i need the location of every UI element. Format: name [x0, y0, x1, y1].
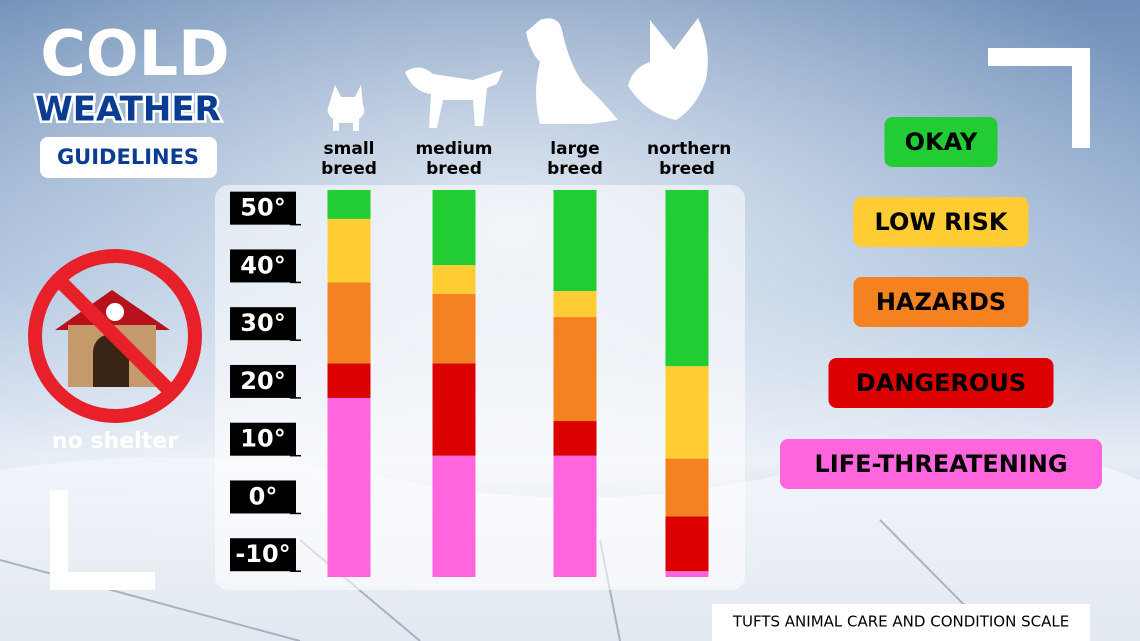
bar-segment	[432, 293, 476, 364]
legend-swatch	[853, 277, 1029, 327]
source: TUFTS ANIMAL CARE AND CONDITION SCALE	[732, 613, 1069, 631]
y-tick-box	[230, 480, 296, 514]
y-tick-label: 30°	[240, 309, 285, 337]
legend-label: DANGEROUS	[856, 369, 1026, 397]
legend-label: LIFE-THREATENING	[814, 450, 1067, 478]
y-tick-box	[230, 364, 296, 398]
bar-segment	[665, 516, 709, 572]
legend-swatch	[853, 197, 1029, 247]
y-tick-box	[230, 191, 296, 225]
bar-segment	[665, 190, 709, 367]
bar-segment	[432, 265, 476, 294]
source-box	[712, 604, 1090, 641]
legend-swatch	[780, 439, 1102, 489]
bar-segment	[432, 455, 476, 577]
y-tick-label: 0°	[249, 482, 278, 510]
category-label: northern breed	[647, 139, 732, 179]
legend-label: OKAY	[905, 128, 978, 156]
bar-segment	[553, 190, 597, 292]
y-tick-box	[230, 307, 296, 341]
bar-segment	[327, 282, 371, 364]
corner-bracket	[988, 48, 1090, 148]
y-tick-label: 20°	[240, 367, 285, 395]
title: COLD	[40, 17, 229, 90]
bar-segment	[553, 317, 597, 422]
bar-segment	[665, 458, 709, 517]
bar-segment	[432, 363, 476, 456]
legend-swatch	[828, 358, 1054, 408]
bar-segment	[553, 421, 597, 456]
y-tick-label: 40°	[240, 251, 285, 279]
legend-label: HAZARDS	[876, 288, 1006, 316]
y-tick-label: -10°	[235, 540, 290, 568]
bar-segment	[327, 218, 371, 283]
annotation: no shelter	[52, 429, 178, 454]
subtitle: WEATHER	[35, 90, 220, 130]
y-tick-label: 50°	[240, 194, 285, 222]
y-tick-box	[230, 249, 296, 283]
bar-segment	[327, 190, 371, 219]
badge: GUIDELINES	[57, 145, 199, 169]
category-label: large breed	[547, 139, 603, 179]
y-tick-box	[230, 538, 296, 572]
bar-segment	[327, 363, 371, 398]
y-tick-label: 10°	[240, 425, 285, 453]
bar-segment	[665, 366, 709, 459]
badge-box	[40, 137, 217, 178]
legend-label: LOW RISK	[875, 208, 1009, 236]
dog-icons	[327, 18, 708, 131]
bar-segment	[327, 397, 371, 577]
y-tick-box	[230, 422, 296, 456]
legend-swatch	[884, 117, 998, 167]
corner-bracket	[50, 490, 155, 590]
category-label: medium breed	[415, 139, 493, 179]
bar-segment	[665, 571, 709, 577]
bar-segment	[432, 190, 476, 266]
bar-segment	[553, 455, 597, 577]
category-label: small breed	[321, 139, 377, 179]
no-shelter-icon	[28, 249, 202, 423]
bar-segment	[553, 291, 597, 318]
